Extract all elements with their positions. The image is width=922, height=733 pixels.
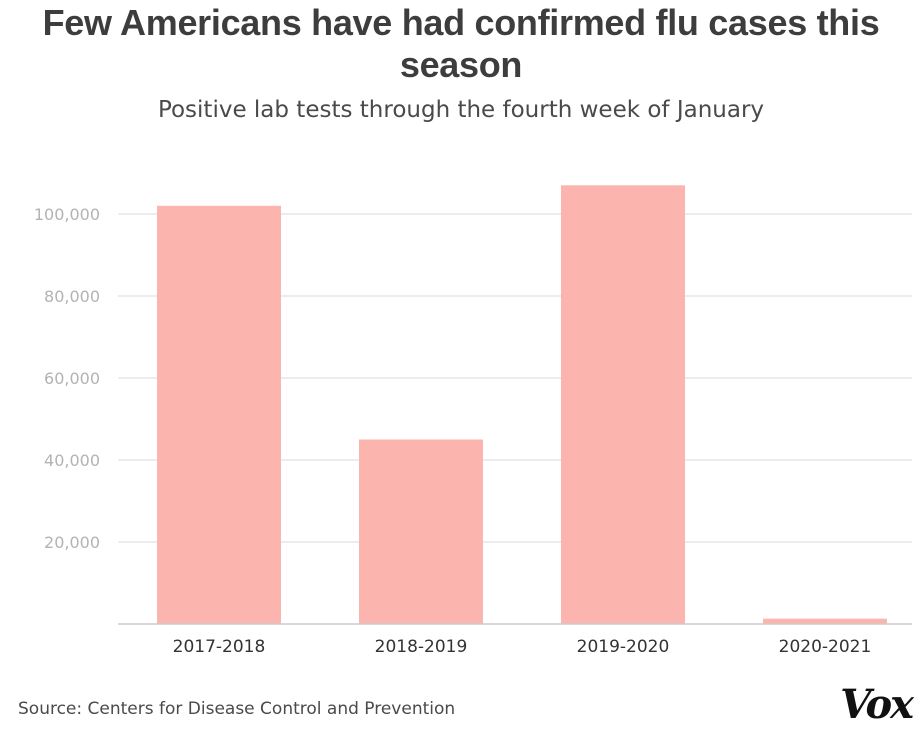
vox-logo: Vox [840,681,914,728]
x-tick-label: 2017-2018 [173,637,266,657]
bar [359,439,483,624]
bar-chart: 20,000 40,000 60,000 80,000 100,000 2017-2018… [34,185,912,657]
chart-subtitle: Positive lab tests through the fourth we… [157,97,765,123]
chart-title: Few Americans have had confirmed flu cas… [42,2,880,85]
bar [157,205,281,625]
bar [763,618,887,624]
source-note: Source: Centers for Disease Control and … [18,699,456,719]
y-tick-label: 100,000 [34,205,100,224]
y-tick-label: 60,000 [44,369,100,388]
x-tick-label: 2018-2019 [375,637,468,657]
y-tick-label: 80,000 [44,287,100,306]
x-tick-label: 2020-2021 [779,637,872,657]
y-tick-label: 40,000 [44,451,100,470]
bar [561,185,685,625]
x-tick-label: 2019-2020 [577,637,670,657]
y-tick-label: 20,000 [44,533,100,552]
